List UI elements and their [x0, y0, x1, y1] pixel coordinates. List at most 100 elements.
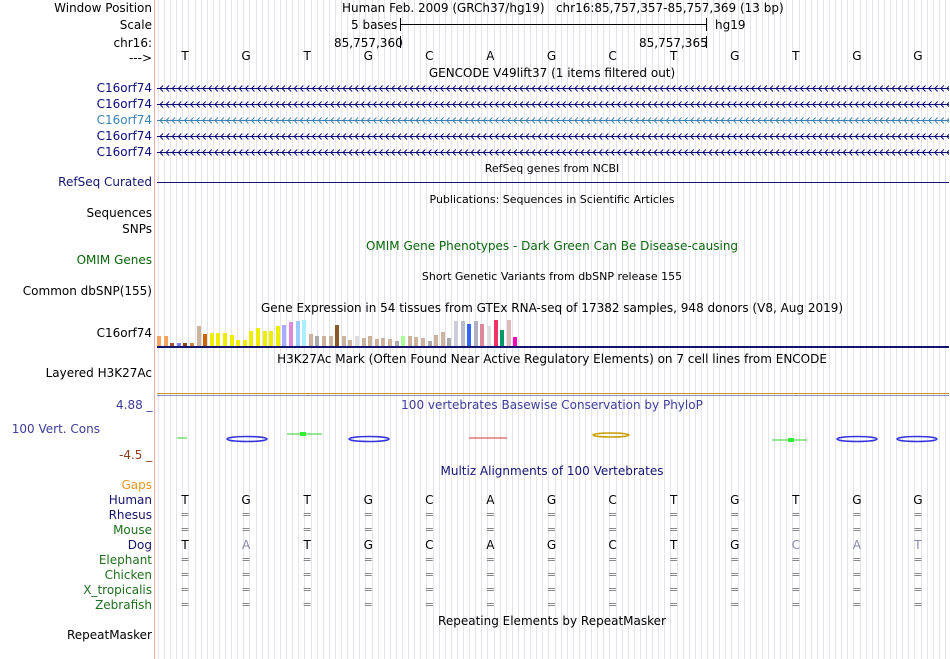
gtex-tissue-bar[interactable] — [183, 343, 188, 346]
gtex-tissue-bar[interactable] — [414, 337, 419, 346]
guide-line — [890, 0, 891, 659]
gencode-gene-track[interactable] — [157, 132, 949, 141]
gtex-title[interactable]: Gene Expression in 54 tissues from GTEx … — [260, 301, 844, 315]
gtex-tissue-bar[interactable] — [209, 333, 214, 346]
gtex-tissue-bar[interactable] — [289, 322, 293, 346]
gtex-tissue-bar[interactable] — [328, 336, 333, 346]
gtex-tissue-bar[interactable] — [348, 340, 353, 346]
gtex-tissue-bar[interactable] — [341, 336, 346, 346]
gtex-tissue-bar[interactable] — [500, 330, 505, 346]
gtex-tissue-bar[interactable] — [421, 338, 425, 346]
species-label-dog[interactable]: Dog — [127, 538, 152, 552]
gtex-tissue-bar[interactable] — [394, 341, 399, 346]
gencode-gene-track[interactable] — [157, 100, 949, 109]
gtex-tissue-bar[interactable] — [302, 320, 307, 346]
refseq-gene-line[interactable] — [157, 182, 949, 183]
h3k27ac-label[interactable]: Layered H3K27Ac — [45, 366, 152, 380]
gtex-tissue-bar[interactable] — [157, 336, 161, 346]
gtex-tissue-bar[interactable] — [262, 331, 267, 346]
gtex-tissue-bar[interactable] — [203, 334, 208, 346]
gtex-tissue-bar[interactable] — [401, 336, 406, 346]
gtex-tissue-bar[interactable] — [282, 325, 287, 346]
gtex-tissue-bar[interactable] — [249, 331, 254, 346]
gtex-tissue-bar[interactable] — [256, 328, 260, 346]
gtex-tissue-bar[interactable] — [513, 337, 518, 346]
gtex-tissue-bar[interactable] — [170, 343, 175, 346]
gtex-tissue-bar[interactable] — [460, 321, 465, 346]
gtex-tissue-bar[interactable] — [473, 321, 478, 346]
gtex-tissue-bar[interactable] — [335, 325, 340, 346]
gtex-tissue-bar[interactable] — [223, 333, 227, 346]
species-label-chicken[interactable]: Chicken — [104, 568, 152, 582]
gtex-tissue-bar[interactable] — [506, 320, 511, 346]
species-label-mouse[interactable]: Mouse — [113, 523, 152, 537]
gtex-tissue-bar[interactable] — [275, 326, 280, 346]
gtex-tissue-bar[interactable] — [229, 335, 234, 346]
gtex-tissue-bar[interactable] — [236, 340, 241, 346]
guide-line — [933, 0, 934, 659]
gtex-tissue-bar[interactable] — [196, 326, 201, 346]
gencode-gene-track[interactable] — [157, 148, 949, 157]
gtex-tissue-bar[interactable] — [447, 338, 452, 346]
dbsnp-title[interactable]: Short Genetic Variants from dbSNP releas… — [421, 270, 683, 283]
gtex-bar-chart[interactable] — [157, 318, 537, 346]
omim-label[interactable]: OMIM Genes — [76, 253, 152, 267]
gtex-tissue-bar[interactable] — [381, 338, 386, 346]
gtex-label[interactable]: C16orf74 — [96, 326, 152, 340]
species-label-x_tropicalis[interactable]: X_tropicalis — [83, 583, 152, 597]
gtex-tissue-bar[interactable] — [467, 324, 472, 346]
species-label-elephant[interactable]: Elephant — [98, 553, 152, 567]
repeatmasker-label[interactable]: RepeatMasker — [66, 628, 152, 642]
refseq-label[interactable]: RefSeq Curated — [58, 175, 152, 189]
species-label-rhesus[interactable]: Rhesus — [108, 508, 152, 522]
gtex-tissue-bar[interactable] — [454, 321, 458, 346]
gencode-gene-label[interactable]: C16orf74 — [96, 113, 152, 127]
guide-line — [689, 0, 690, 659]
gencode-gene-label[interactable]: C16orf74 — [96, 145, 152, 159]
gtex-tissue-bar[interactable] — [487, 326, 491, 346]
publications-snps-label[interactable]: SNPs — [122, 222, 152, 236]
gtex-tissue-bar[interactable] — [407, 336, 412, 346]
gtex-tissue-bar[interactable] — [440, 332, 445, 346]
gencode-gene-track[interactable] — [157, 116, 949, 125]
phylop-label[interactable]: 100 Vert. Cons — [11, 422, 100, 436]
gencode-gene-label[interactable]: C16orf74 — [96, 97, 152, 111]
gtex-tissue-bar[interactable] — [480, 324, 485, 346]
refseq-title[interactable]: RefSeq genes from NCBI — [484, 162, 620, 175]
gencode-title[interactable]: GENCODE V49lift37 (1 items filtered out) — [428, 66, 676, 80]
ruler-left-tick — [400, 36, 401, 48]
h3k27ac-title[interactable]: H3K27Ac Mark (Often Found Near Active Re… — [277, 352, 827, 366]
repeatmasker-title[interactable]: Repeating Elements by RepeatMasker — [438, 614, 666, 628]
gencode-gene-track[interactable] — [157, 84, 949, 93]
gtex-tissue-bar[interactable] — [322, 336, 326, 346]
gtex-tissue-bar[interactable] — [242, 340, 247, 346]
phylop-wiggle[interactable] — [157, 425, 949, 449]
phylop-title[interactable]: 100 vertebrates Basewise Conservation by… — [401, 398, 703, 412]
gencode-gene-label[interactable]: C16orf74 — [96, 129, 152, 143]
gtex-tissue-bar[interactable] — [355, 336, 359, 346]
gtex-tissue-bar[interactable] — [434, 335, 439, 346]
gtex-tissue-bar[interactable] — [388, 339, 392, 346]
gtex-tissue-bar[interactable] — [295, 321, 300, 346]
gtex-tissue-bar[interactable] — [163, 336, 168, 346]
publications-title[interactable]: Publications: Sequences in Scientific Ar… — [429, 193, 675, 206]
gtex-tissue-bar[interactable] — [269, 331, 274, 346]
omim-title[interactable]: OMIM Gene Phenotypes - Dark Green Can Be… — [365, 239, 739, 253]
gtex-tissue-bar[interactable] — [374, 339, 379, 346]
gtex-tissue-bar[interactable] — [315, 336, 320, 346]
species-label-zebrafish[interactable]: Zebrafish — [95, 598, 152, 612]
dbsnp-label[interactable]: Common dbSNP(155) — [22, 284, 152, 298]
species-label-human[interactable]: Human — [108, 493, 152, 507]
multiz-title[interactable]: Multiz Alignments of 100 Vertebrates — [440, 464, 664, 478]
gtex-tissue-bar[interactable] — [216, 333, 221, 346]
gtex-tissue-bar[interactable] — [176, 343, 181, 346]
gtex-tissue-bar[interactable] — [427, 341, 432, 346]
gtex-tissue-bar[interactable] — [493, 320, 498, 346]
publications-sequences-label[interactable]: Sequences — [86, 206, 152, 220]
gtex-tissue-bar[interactable] — [308, 334, 313, 346]
guide-line — [561, 0, 562, 659]
gtex-tissue-bar[interactable] — [361, 338, 366, 346]
gtex-tissue-bar[interactable] — [190, 343, 194, 346]
gtex-tissue-bar[interactable] — [368, 336, 373, 346]
gencode-gene-label[interactable]: C16orf74 — [96, 81, 152, 95]
